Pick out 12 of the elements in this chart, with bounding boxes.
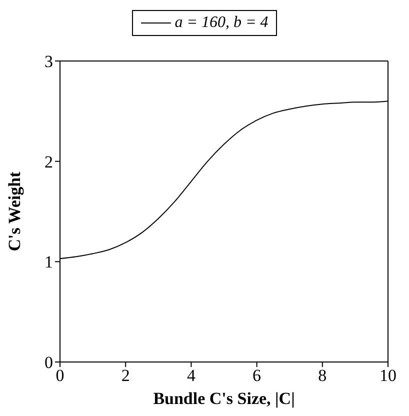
y-tick-label: 1 — [44, 252, 53, 272]
x-axis-title: Bundle C's Size, |C| — [153, 389, 295, 408]
x-tick-label: 4 — [186, 366, 196, 386]
y-tick-label: 0 — [44, 353, 53, 372]
x-tick-label: 8 — [318, 366, 327, 386]
x-tick-label: 6 — [252, 366, 262, 386]
y-tick-label: 3 — [44, 52, 53, 72]
x-tick-label: 10 — [380, 366, 396, 386]
y-axis-title: C's Weight — [5, 171, 24, 252]
y-tick-label: 2 — [44, 152, 53, 172]
legend-label: a = 160, b = 4 — [174, 14, 268, 32]
x-tick-label: 2 — [121, 366, 130, 386]
